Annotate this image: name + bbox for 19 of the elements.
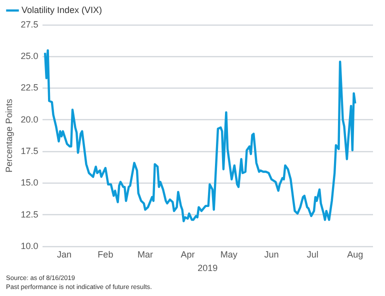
y-tick-label: 17.5 [20, 146, 38, 156]
x-tick-label: Apr [180, 249, 195, 260]
x-axis-title: 2019 [198, 263, 218, 274]
y-tick-label: 10.0 [20, 240, 38, 251]
x-tick-label: Jul [306, 249, 318, 260]
x-tick-label: Jun [264, 249, 279, 260]
y-tick-label: 25.0 [20, 51, 38, 62]
y-tick-label: 20.0 [20, 114, 38, 124]
x-tick-label: Aug [347, 249, 364, 260]
x-tick-label: May [220, 249, 238, 260]
y-axis-title: Percentage Points [4, 98, 14, 172]
y-tick-label: 22.5 [20, 82, 38, 93]
x-tick-label: Jan [57, 249, 72, 260]
x-tick-label: Feb [98, 249, 114, 260]
y-tick-label: 15.0 [20, 178, 38, 188]
x-tick-label: Mar [137, 249, 153, 260]
y-tick-label: 27.5 [20, 19, 38, 30]
legend-label: Volatility Index (VIX) [22, 4, 102, 15]
y-tick-label: 12.5 [20, 209, 38, 220]
